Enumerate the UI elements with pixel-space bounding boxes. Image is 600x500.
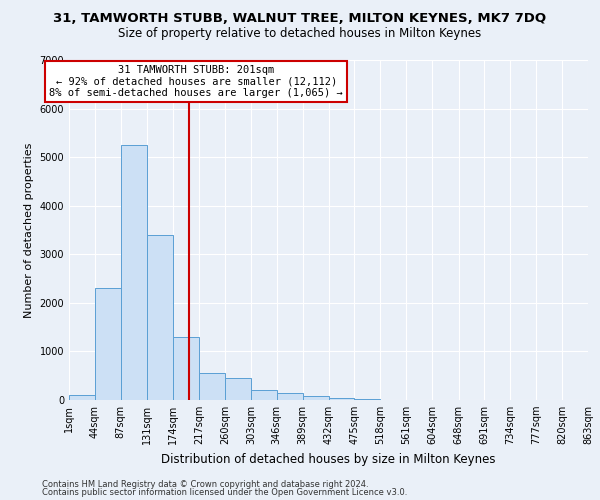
Bar: [147, 235, 173, 400]
Bar: [329, 398, 355, 400]
Text: Contains public sector information licensed under the Open Government Licence v3: Contains public sector information licen…: [42, 488, 407, 497]
Bar: [355, 399, 380, 400]
Bar: [69, 395, 95, 400]
Bar: [121, 145, 147, 400]
Text: Contains HM Land Registry data © Crown copyright and database right 2024.: Contains HM Land Registry data © Crown c…: [42, 480, 368, 489]
Bar: [95, 288, 121, 400]
Bar: [251, 390, 277, 400]
Bar: [199, 374, 225, 400]
Text: Size of property relative to detached houses in Milton Keynes: Size of property relative to detached ho…: [118, 28, 482, 40]
Text: 31, TAMWORTH STUBB, WALNUT TREE, MILTON KEYNES, MK7 7DQ: 31, TAMWORTH STUBB, WALNUT TREE, MILTON …: [53, 12, 547, 26]
Text: 31 TAMWORTH STUBB: 201sqm
← 92% of detached houses are smaller (12,112)
8% of se: 31 TAMWORTH STUBB: 201sqm ← 92% of detac…: [49, 65, 343, 98]
Bar: [225, 378, 251, 400]
X-axis label: Distribution of detached houses by size in Milton Keynes: Distribution of detached houses by size …: [161, 452, 496, 466]
Y-axis label: Number of detached properties: Number of detached properties: [24, 142, 34, 318]
Bar: [173, 337, 199, 400]
Bar: [302, 396, 329, 400]
Bar: [277, 393, 302, 400]
